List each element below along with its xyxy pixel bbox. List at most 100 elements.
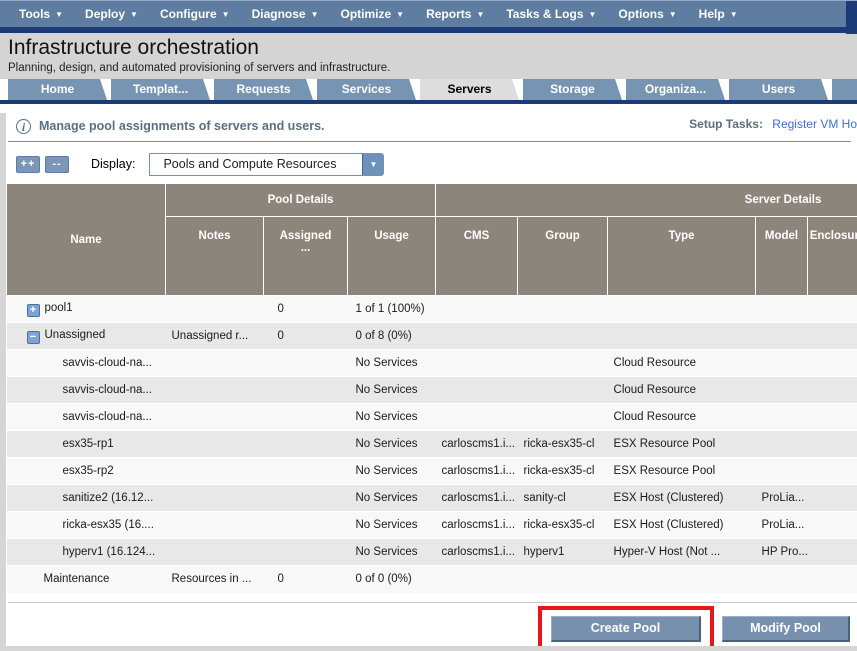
menu-item-label: Configure	[159, 7, 217, 21]
cell-usage: No Services	[347, 484, 436, 512]
caret-down-icon: ▼	[588, 10, 597, 19]
controls-row: ++ -- Display: Pools and Compute Resourc…	[16, 152, 857, 176]
cell-enclosure	[807, 403, 857, 431]
table-row[interactable]: savvis-cloud-na... No Services Cloud Resou…	[6, 376, 857, 404]
tab-requests[interactable]: Requests	[214, 79, 313, 100]
cell-cms	[435, 295, 518, 323]
menu-item-deploy[interactable]: Deploy ▼	[74, 1, 149, 27]
cell-cms	[435, 565, 518, 593]
cell-notes	[165, 430, 264, 458]
table-row[interactable]: savvis-cloud-na... No Services Cloud Resou…	[6, 403, 857, 431]
cell-group	[517, 295, 608, 323]
cell-cms	[435, 403, 518, 431]
table-row[interactable]: + pool1 0 1 of 1 (100%)	[6, 295, 857, 323]
menu-item-help[interactable]: Help ▼	[688, 1, 749, 27]
row-name: hyperv1 (16.124...	[62, 546, 156, 558]
cell-cms: carloscms1.i...	[435, 538, 518, 566]
tab-partial[interactable]	[832, 79, 857, 100]
cell-assigned	[263, 403, 348, 431]
table-row[interactable]: Maintenance Resources in ... 0 0 of 0 (0%)	[6, 565, 857, 593]
setup-tasks-label: Setup Tasks:	[689, 117, 763, 131]
expand-all-button[interactable]: ++	[16, 155, 40, 173]
footer-strip	[0, 646, 857, 651]
table-row[interactable]: − Unassigned Unassigned r... 0 0 of 8 (0%)	[6, 322, 857, 350]
setup-tasks: Setup Tasks: Register VM Ho	[689, 117, 857, 131]
cell-notes: Resources in ...	[165, 565, 264, 593]
cell-enclosure	[807, 322, 857, 350]
tab-servers[interactable]: Servers	[420, 79, 519, 100]
modify-pool-button[interactable]: Modify Pool	[722, 615, 850, 642]
cell-enclosure	[807, 538, 857, 566]
tab-services[interactable]: Services	[317, 79, 416, 100]
collapse-all-button[interactable]: --	[45, 155, 69, 173]
tab-strip: Home Templat... Requests Services Servers Sto…	[0, 79, 857, 100]
menu-item-reports[interactable]: Reports ▼	[415, 1, 495, 27]
pools-table-body: + pool1 0 1 of 1 (100%) − Unassigned Unassigne…	[6, 295, 857, 593]
cell-notes	[165, 295, 264, 323]
tab-users[interactable]: Users	[729, 79, 828, 100]
table-row[interactable]: sanitize2 (16.12... No Services carloscms1…	[6, 484, 857, 512]
menu-item-label: Diagnose	[251, 7, 306, 21]
menu-item-configure[interactable]: Configure ▼	[149, 1, 241, 27]
cell-enclosure	[807, 430, 857, 458]
caret-down-icon: ▼	[729, 10, 738, 19]
tab-templat[interactable]: Templat...	[111, 79, 210, 100]
cell-usage: No Services	[347, 430, 436, 458]
table-row[interactable]: esx35-rp1 No Services carloscms1.i... ricka…	[6, 430, 857, 458]
chevron-down-icon[interactable]: ▼	[362, 153, 384, 175]
column-header-group: Group	[517, 216, 609, 296]
menu-item-optimize[interactable]: Optimize ▼	[330, 1, 416, 27]
cell-model	[755, 457, 808, 485]
cell-name: esx35-rp1	[6, 430, 166, 458]
pools-table: Name Pool Details Server Details Notes A…	[6, 183, 857, 593]
cell-cms: carloscms1.i...	[435, 457, 518, 485]
tab-home[interactable]: Home	[8, 79, 107, 100]
tab-organiza[interactable]: Organiza...	[626, 79, 725, 100]
menu-item-options[interactable]: Options ▼	[607, 1, 687, 27]
cell-name: savvis-cloud-na...	[6, 376, 166, 404]
cell-name: + pool1	[6, 295, 166, 323]
tab-storage[interactable]: Storage	[523, 79, 622, 100]
table-row[interactable]: ricka-esx35 (16.... No Services carloscms1…	[6, 511, 857, 539]
table-row[interactable]: esx35-rp2 No Services carloscms1.i... ricka…	[6, 457, 857, 485]
table-row[interactable]: savvis-cloud-na... No Services Cloud Resou…	[6, 349, 857, 377]
cell-name: ricka-esx35 (16....	[6, 511, 166, 539]
menu-item-label: Help	[698, 7, 725, 21]
setup-tasks-link[interactable]: Register VM Ho	[772, 117, 857, 131]
table-row[interactable]: hyperv1 (16.124... No Services carloscms1.…	[6, 538, 857, 566]
menu-item-tasks-logs[interactable]: Tasks & Logs ▼	[495, 1, 607, 27]
collapse-icon[interactable]: −	[26, 330, 40, 344]
display-dropdown[interactable]: Pools and Compute Resources ▼	[149, 152, 385, 176]
cell-usage: No Services	[347, 511, 436, 539]
cell-enclosure	[807, 565, 857, 593]
create-pool-button[interactable]: Create Pool	[551, 615, 701, 642]
cell-notes	[165, 403, 264, 431]
caret-down-icon: ▼	[476, 10, 485, 19]
menu-item-tools[interactable]: Tools ▼	[8, 1, 74, 27]
cell-model	[755, 349, 808, 377]
cell-type: Cloud Resource	[607, 349, 756, 377]
menu-item-diagnose[interactable]: Diagnose ▼	[241, 1, 330, 27]
cell-enclosure	[807, 457, 857, 485]
cell-model: ProLia...	[755, 484, 808, 512]
menu-item-label: Options	[618, 7, 664, 21]
row-name: savvis-cloud-na...	[62, 411, 152, 423]
expand-icon[interactable]: +	[26, 303, 40, 317]
top-navy-stripe	[0, 27, 857, 33]
cell-assigned	[263, 511, 348, 539]
info-icon: i	[16, 118, 31, 134]
cell-name: hyperv1 (16.124...	[6, 538, 166, 566]
column-header-model: Model	[755, 216, 809, 296]
cell-enclosure	[807, 484, 857, 512]
cell-model: HP Pro...	[755, 538, 808, 566]
cell-model	[755, 376, 808, 404]
menu-items: Tools ▼ Deploy ▼ Configure ▼ Diagnose ▼ Optimize…	[8, 1, 749, 27]
menu-item-label: Reports	[426, 7, 472, 21]
cell-usage: No Services	[347, 376, 436, 404]
info-row: i Manage pool assignments of servers and…	[6, 113, 857, 139]
page-title: Infrastructure orchestration	[8, 36, 259, 59]
content-area: i Manage pool assignments of servers and…	[0, 113, 857, 651]
menu-item-label: Tasks & Logs	[506, 7, 584, 21]
cell-type: ESX Host (Clustered)	[607, 484, 756, 512]
cell-type: Hyper-V Host (Not ...	[607, 538, 756, 566]
